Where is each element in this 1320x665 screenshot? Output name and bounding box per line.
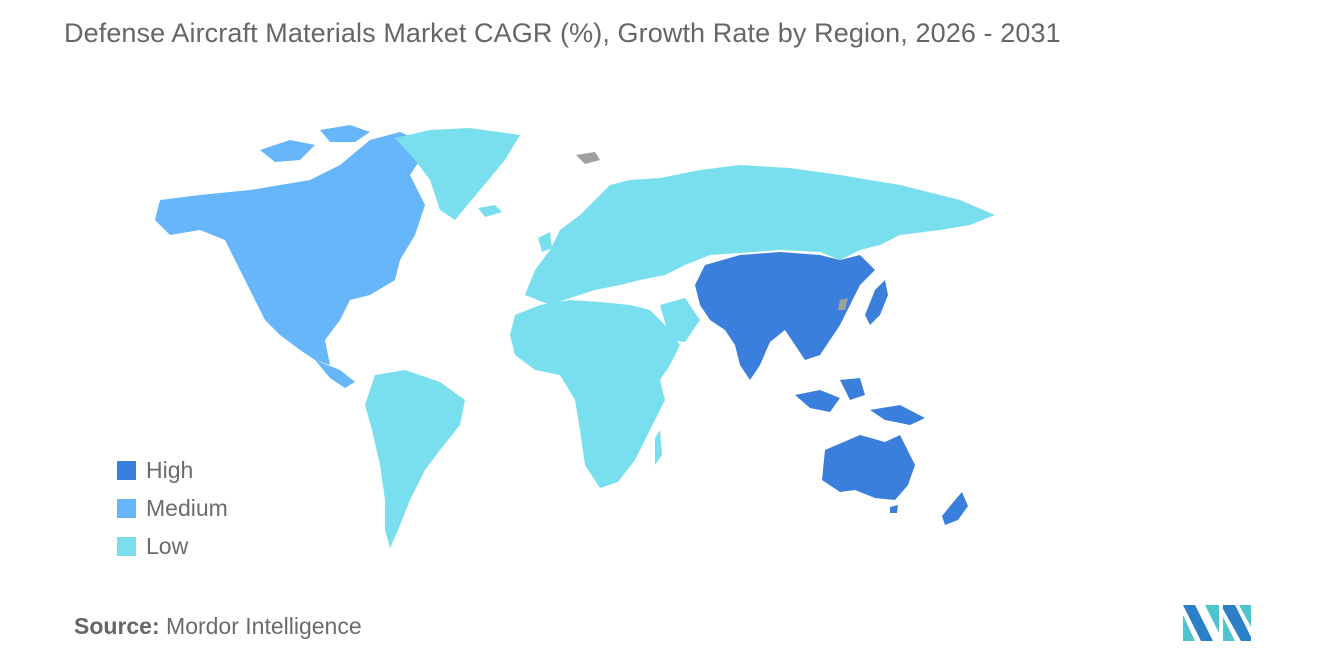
region-europe-russia [525, 165, 995, 305]
region-africa-middle-east [510, 298, 700, 488]
chart-title: Defense Aircraft Materials Market CAGR (… [64, 18, 1061, 48]
source-line: Source: Mordor Intelligence [74, 613, 362, 640]
legend-swatch-medium [117, 498, 136, 518]
legend: High Medium Low [117, 451, 228, 565]
region-north-america [155, 125, 430, 388]
legend-swatch-low [117, 536, 136, 556]
legend-label: Medium [146, 494, 228, 521]
legend-item-low: Low [117, 527, 228, 565]
legend-item-high: High [117, 451, 228, 489]
region-south-america [365, 370, 465, 548]
mordor-logo-icon [1183, 605, 1251, 641]
legend-item-medium: Medium [117, 489, 228, 527]
region-no-data [576, 152, 848, 310]
world-map [155, 125, 995, 548]
source-value: Mordor Intelligence [166, 613, 362, 639]
legend-swatch-high [117, 460, 136, 480]
region-asia-pacific [695, 252, 925, 425]
source-label: Source: [74, 613, 160, 639]
region-greenland [395, 128, 520, 220]
legend-label: Low [146, 532, 189, 559]
legend-label: High [146, 456, 194, 483]
region-oceania [822, 435, 968, 525]
